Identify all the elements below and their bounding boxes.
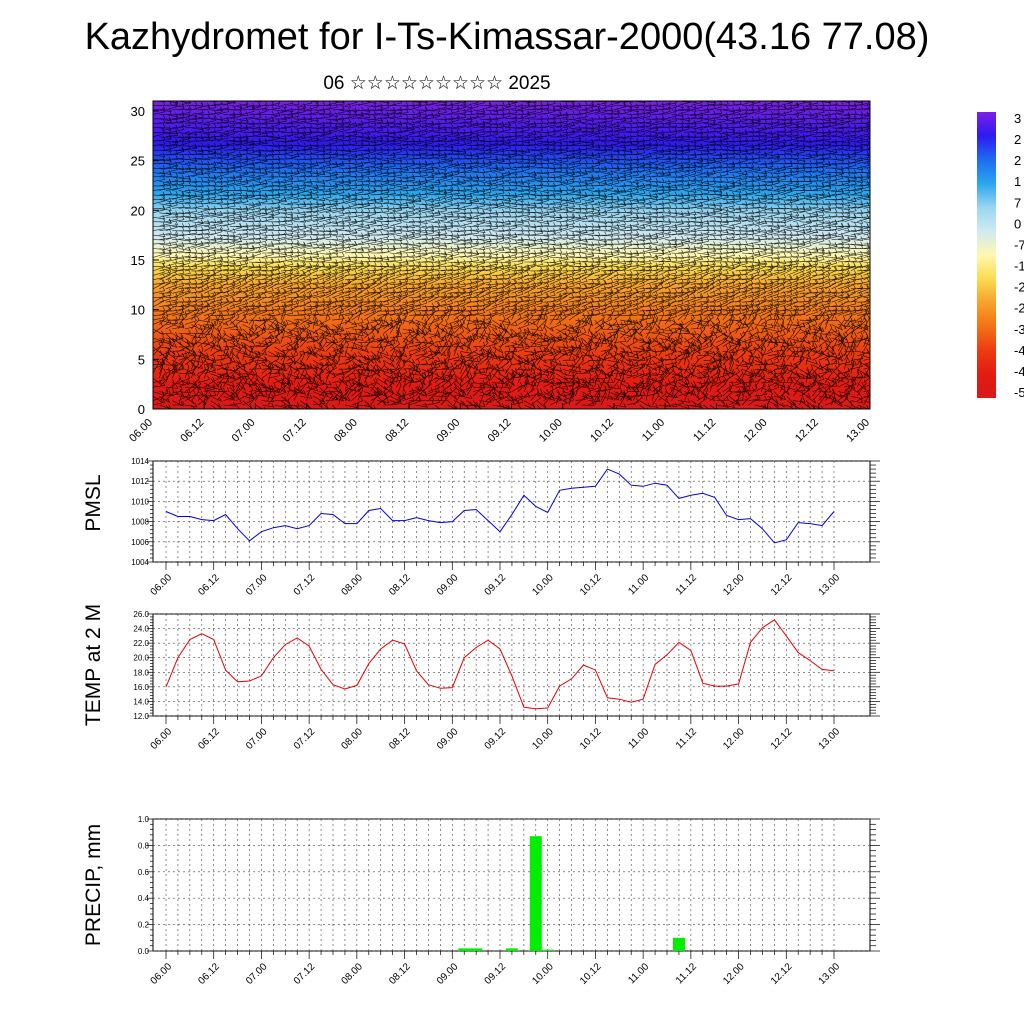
colorbar-label: -3 [1014, 322, 1024, 337]
x-tick-label: 12.12 [793, 417, 821, 445]
wind-barbs [153, 101, 870, 409]
x-tick-label: 08.12 [383, 417, 411, 445]
y-tick-label: 5 [138, 352, 145, 367]
chart-title: Kazhydromet for I-Ts-Kimassar-2000(43.16… [84, 16, 930, 58]
colorbar-label: 7 [1014, 195, 1021, 210]
colorbar-label: 2 [1014, 132, 1021, 147]
y-tick-label: 15 [131, 253, 145, 268]
colorbar-label: -7 [1014, 237, 1024, 252]
colorbar-label: 1 [1014, 174, 1021, 189]
x-tick-label: 11.00 [640, 417, 667, 444]
y-tick-label: 10 [131, 303, 145, 318]
x-tick-label: 09.12 [486, 417, 514, 445]
colorbar-label: -2 [1014, 280, 1024, 295]
y-tick-label: 30 [131, 104, 145, 119]
colorbar-label: -2 [1014, 301, 1024, 316]
colorbar-label: -4 [1014, 364, 1024, 379]
colorbar: 3 2 2 1 7 0 -7 -1 -2 -2 -3 -4 -4 -5 [977, 111, 1024, 400]
x-tick-label: 07.00 [230, 417, 258, 445]
x-tick-label: 12.00 [742, 417, 770, 445]
x-tick-label: 08.00 [332, 417, 360, 445]
colorbar-label: 3 [1014, 111, 1021, 126]
colorbar-label: 0 [1014, 216, 1021, 231]
y-tick-label: 20 [131, 203, 145, 218]
colorbar-label: -4 [1014, 343, 1024, 358]
colorbar-label: 2 [1014, 153, 1021, 168]
x-tick-label: 10.12 [588, 417, 616, 445]
x-tick-label: 06.00 [127, 417, 155, 445]
x-tick-label: 11.12 [691, 417, 718, 444]
colorbar-label: -1 [1014, 259, 1024, 274]
chart-subtitle: 06 ☆☆☆☆☆☆☆☆☆ 2025 [323, 73, 551, 94]
x-tick-label: 09.00 [434, 417, 462, 445]
x-tick-label: 13.00 [844, 417, 872, 445]
x-tick-label: 07.12 [281, 417, 309, 445]
x-tick-label: 10.00 [537, 417, 565, 445]
colorbar-label: -5 [1014, 385, 1024, 400]
x-tick-label: 06.12 [178, 417, 206, 445]
y-tick-label: 0 [138, 402, 145, 417]
y-tick-label: 25 [131, 154, 145, 169]
colorbar-bar [977, 112, 996, 398]
